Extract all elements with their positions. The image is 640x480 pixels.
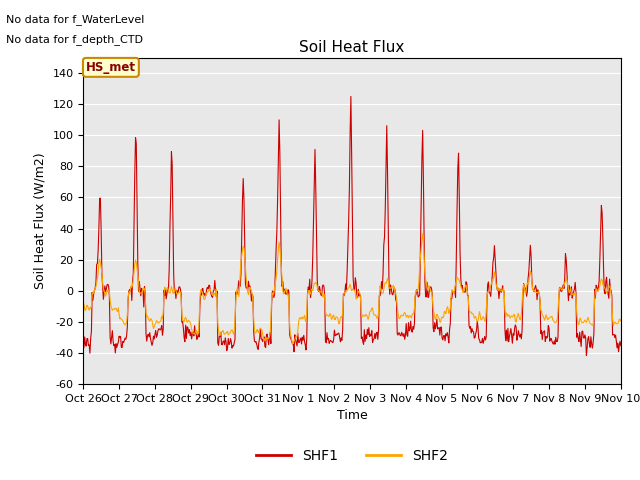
SHF2 [418, 237, 426, 243]
SHF2 [617, 318, 625, 324]
Text: No data for f_depth_CTD: No data for f_depth_CTD [6, 34, 143, 45]
SHF2 [89, 289, 97, 295]
SHF2 [227, 327, 235, 333]
Title: Soil Heat Flux: Soil Heat Flux [300, 40, 404, 55]
Line: SHF1: SHF1 [83, 96, 621, 355]
SHF1 [89, 297, 97, 303]
SHF2 [419, 231, 426, 237]
SHF1 [617, 343, 625, 348]
SHF1 [199, 286, 207, 291]
SHF1 [227, 339, 235, 345]
SHF2 [145, 315, 152, 321]
SHF1 [347, 94, 355, 99]
Y-axis label: Soil Heat Flux (W/m2): Soil Heat Flux (W/m2) [34, 153, 47, 289]
SHF1 [418, 156, 426, 161]
Line: SHF2: SHF2 [83, 234, 621, 344]
SHF1 [434, 326, 442, 332]
SHF2 [79, 301, 87, 307]
SHF2 [435, 314, 442, 320]
Text: No data for f_WaterLevel: No data for f_WaterLevel [6, 14, 145, 25]
X-axis label: Time: Time [337, 409, 367, 422]
Legend: SHF1, SHF2: SHF1, SHF2 [251, 444, 453, 468]
SHF1 [145, 331, 152, 337]
SHF2 [289, 341, 296, 347]
SHF1 [582, 352, 590, 358]
SHF1 [79, 338, 87, 344]
SHF2 [199, 291, 207, 297]
Text: HS_met: HS_met [86, 61, 136, 74]
